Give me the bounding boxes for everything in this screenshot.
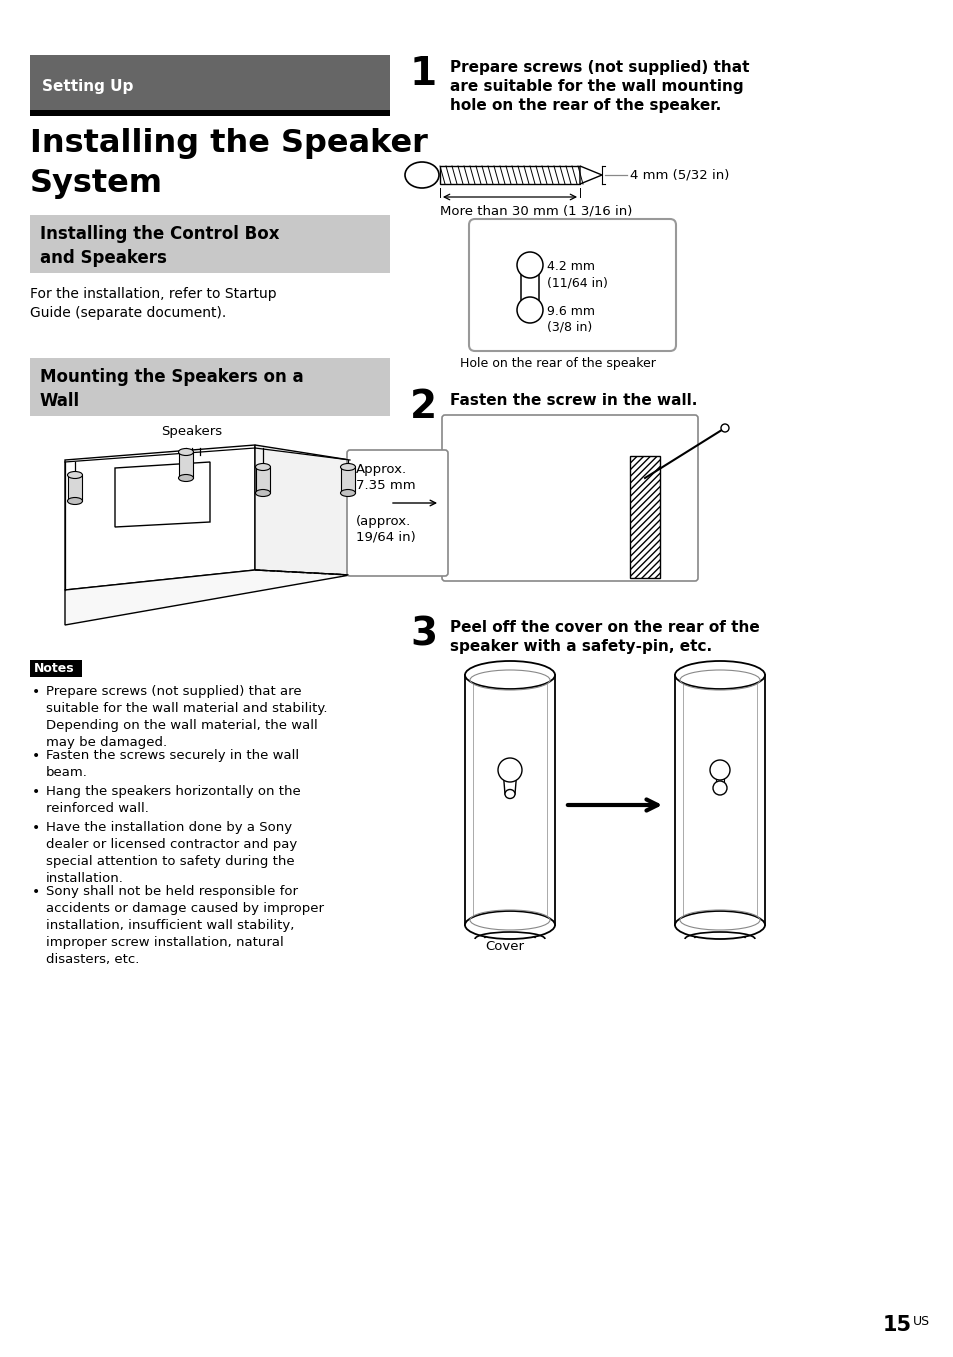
Text: Peel off the cover on the rear of the
speaker with a safety-pin, etc.: Peel off the cover on the rear of the sp…: [450, 620, 759, 654]
Text: Fasten the screws securely in the wall
beam.: Fasten the screws securely in the wall b…: [46, 749, 299, 779]
Ellipse shape: [178, 449, 193, 456]
Circle shape: [497, 759, 521, 782]
Text: •: •: [32, 749, 40, 763]
Polygon shape: [179, 452, 193, 478]
Text: 3: 3: [410, 615, 436, 653]
Ellipse shape: [464, 661, 555, 689]
Polygon shape: [30, 56, 390, 110]
Polygon shape: [439, 166, 579, 185]
Text: Cover: Cover: [485, 940, 524, 953]
Polygon shape: [30, 358, 390, 417]
Text: 4.2 mm
(11/64 in): 4.2 mm (11/64 in): [546, 261, 607, 289]
Text: Hole on the rear of the speaker: Hole on the rear of the speaker: [459, 357, 656, 370]
Text: Notes: Notes: [34, 661, 74, 674]
Text: For the installation, refer to Startup
Guide (separate document).: For the installation, refer to Startup G…: [30, 286, 276, 320]
Text: Installing the Speaker: Installing the Speaker: [30, 128, 428, 159]
Ellipse shape: [675, 661, 764, 689]
Polygon shape: [30, 214, 390, 273]
Polygon shape: [254, 445, 350, 575]
Circle shape: [709, 760, 729, 780]
Ellipse shape: [68, 498, 82, 505]
Ellipse shape: [255, 464, 271, 471]
Polygon shape: [65, 570, 350, 626]
Text: Prepare screws (not supplied) that
are suitable for the wall mounting
hole on th: Prepare screws (not supplied) that are s…: [450, 60, 749, 114]
Text: Prepare screws (not supplied) that are
suitable for the wall material and stabil: Prepare screws (not supplied) that are s…: [46, 685, 327, 749]
Ellipse shape: [255, 490, 271, 497]
Ellipse shape: [340, 490, 355, 497]
Text: Hang the speakers horizontally on the
reinforced wall.: Hang the speakers horizontally on the re…: [46, 784, 300, 816]
Text: Fasten the screw in the wall.: Fasten the screw in the wall.: [450, 394, 697, 408]
Text: Mounting the Speakers on a
Wall: Mounting the Speakers on a Wall: [40, 368, 303, 410]
Polygon shape: [502, 769, 517, 794]
Text: 4 mm (5/32 in): 4 mm (5/32 in): [629, 168, 729, 182]
Polygon shape: [68, 475, 82, 501]
Text: Have the installation done by a Sony
dealer or licensed contractor and pay
speci: Have the installation done by a Sony dea…: [46, 821, 297, 885]
Polygon shape: [484, 418, 695, 456]
FancyBboxPatch shape: [469, 218, 676, 351]
Polygon shape: [629, 456, 659, 578]
Text: System: System: [30, 168, 163, 199]
Circle shape: [712, 782, 726, 795]
Text: 9.6 mm
(3/8 in): 9.6 mm (3/8 in): [546, 305, 595, 334]
Text: US: US: [912, 1315, 929, 1329]
Text: •: •: [32, 821, 40, 835]
Polygon shape: [255, 467, 270, 493]
Ellipse shape: [675, 911, 764, 939]
Ellipse shape: [340, 464, 355, 471]
Text: Setting Up: Setting Up: [42, 80, 133, 95]
Polygon shape: [464, 674, 555, 925]
Ellipse shape: [178, 475, 193, 482]
Text: •: •: [32, 784, 40, 799]
Text: (approx.
19/64 in): (approx. 19/64 in): [355, 516, 416, 544]
Text: 15: 15: [882, 1315, 911, 1335]
FancyBboxPatch shape: [441, 415, 698, 581]
Ellipse shape: [68, 471, 82, 479]
Ellipse shape: [405, 161, 438, 189]
Polygon shape: [340, 467, 355, 493]
Polygon shape: [520, 265, 538, 309]
Polygon shape: [115, 461, 210, 527]
Polygon shape: [579, 166, 601, 185]
Text: Approx.
7.35 mm: Approx. 7.35 mm: [355, 463, 416, 493]
Polygon shape: [30, 110, 390, 115]
Ellipse shape: [464, 911, 555, 939]
Polygon shape: [675, 674, 764, 925]
Text: 1: 1: [410, 56, 436, 94]
Text: •: •: [32, 685, 40, 699]
Polygon shape: [65, 445, 254, 590]
Polygon shape: [30, 660, 82, 677]
Ellipse shape: [504, 790, 515, 798]
Text: Installing the Control Box
and Speakers: Installing the Control Box and Speakers: [40, 225, 279, 266]
Circle shape: [720, 423, 728, 432]
Circle shape: [517, 252, 542, 278]
FancyBboxPatch shape: [347, 451, 448, 575]
Text: More than 30 mm (1 3/16 in): More than 30 mm (1 3/16 in): [439, 205, 632, 218]
Polygon shape: [716, 776, 723, 792]
Text: •: •: [32, 885, 40, 898]
Circle shape: [517, 297, 542, 323]
Text: 2: 2: [410, 388, 436, 426]
Text: Sony shall not be held responsible for
accidents or damage caused by improper
in: Sony shall not be held responsible for a…: [46, 885, 324, 966]
Text: Speakers: Speakers: [161, 425, 222, 438]
